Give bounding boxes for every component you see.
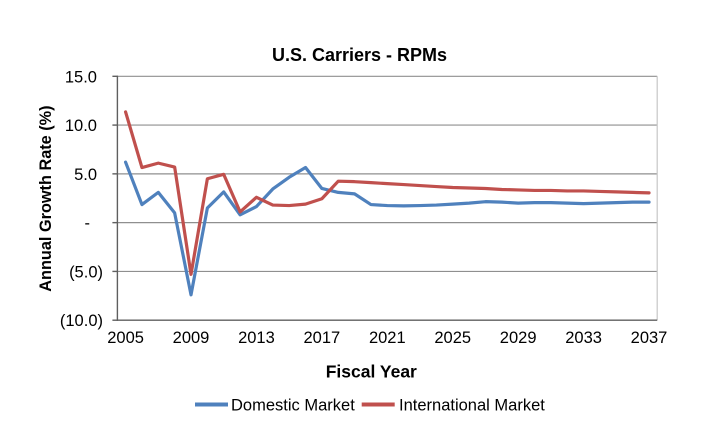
legend-item-domestic-market: Domestic Market <box>195 397 355 415</box>
y-tick-label-5: 5.0 <box>74 166 97 184</box>
y-tick-label-0: - <box>85 215 91 233</box>
legend: Domestic Market International Market <box>195 397 545 415</box>
x-tick-label-2009: 2009 <box>173 329 210 347</box>
chart-title: U.S. Carriers - RPMs <box>272 45 447 65</box>
y-tick-label--10: (10.0) <box>60 312 103 330</box>
y-tick-label-15: 15.0 <box>65 68 97 86</box>
series-line-international-market <box>123 110 651 276</box>
x-axis-title: Fiscal Year <box>326 362 417 382</box>
legend-label-domestic-market: Domestic Market <box>231 397 355 415</box>
x-tick-label-2013: 2013 <box>238 329 275 347</box>
x-tick-label-2021: 2021 <box>369 329 406 347</box>
x-tick-label-2005: 2005 <box>107 329 144 347</box>
series-line-domestic-market <box>123 160 651 297</box>
x-axis-tick-labels: 2005 2009 2013 2017 2021 2025 2029 2033 2037 <box>107 329 667 347</box>
y-tick-label-10: 10.0 <box>65 117 97 135</box>
gridlines <box>117 75 658 273</box>
x-tick-label-2017: 2017 <box>304 329 341 347</box>
x-tick-label-2033: 2033 <box>565 329 602 347</box>
x-tick-label-2037: 2037 <box>631 329 668 347</box>
legend-label-international-market: International Market <box>399 397 545 415</box>
y-axis-tick-labels: 15.0 10.0 5.0 - (5.0) (10.0) <box>60 68 103 330</box>
legend-item-international-market: International Market <box>361 397 545 415</box>
x-tick-label-2025: 2025 <box>434 329 471 347</box>
y-axis-title: Annual Growth Rate (%) <box>37 105 55 291</box>
series-lines <box>123 110 651 297</box>
x-tick-label-2029: 2029 <box>500 329 537 347</box>
axes <box>112 75 658 321</box>
y-tick-label--5: (5.0) <box>69 263 103 281</box>
